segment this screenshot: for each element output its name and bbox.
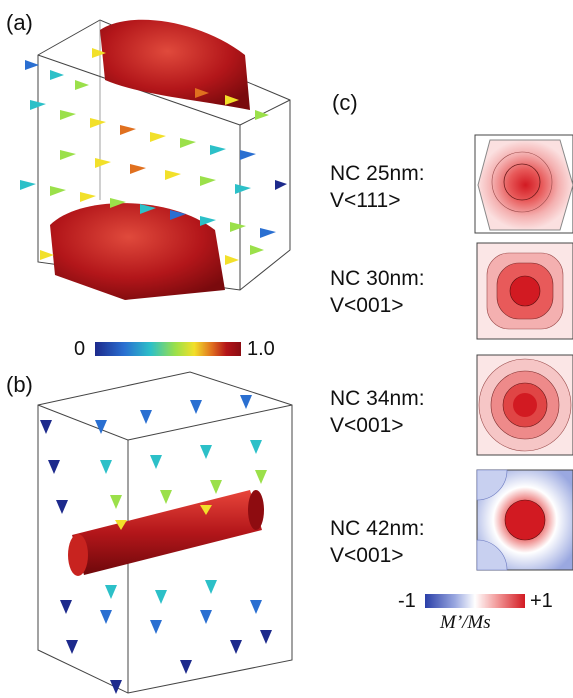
nc-label-3: NC 34nm: V<001> [330, 385, 425, 439]
nc-label-3-config: V<001> [330, 414, 404, 437]
vortex-core-cylinder [72, 490, 262, 575]
colorbar-bottom-max: +1 [530, 590, 553, 612]
nc-map-25nm [474, 134, 573, 234]
magnetization-arrows-a [20, 48, 287, 265]
colorbar-top-max: 1.0 [247, 338, 275, 360]
colorbar-bottom-min: -1 [398, 590, 416, 612]
nc-label-4-config: V<001> [330, 544, 404, 567]
nc-label-4: NC 42nm: V<001> [330, 515, 425, 569]
nc-label-2-config: V<001> [330, 294, 404, 317]
panel-a-cube [20, 19, 291, 300]
panel-c-maps [474, 134, 573, 571]
nc-label-2: NC 30nm: V<001> [330, 265, 425, 319]
nc-map-42nm [476, 469, 573, 571]
colorbar-quantity-label: M’/Ms [440, 612, 491, 633]
colorbar-mprime [425, 594, 525, 608]
nc-label-1: NC 25nm: V<111> [330, 160, 425, 214]
colorbar-top-min: 0 [74, 338, 86, 360]
nc-map-34nm [476, 354, 573, 456]
nc-label-1-config: V<111> [330, 189, 401, 212]
nc-label-1-size: NC 25nm: [330, 162, 425, 185]
panel-label-a: (a) [6, 10, 33, 35]
vortex-core-bottom [50, 203, 225, 300]
colorbar-magnitude [95, 342, 241, 356]
magnetization-arrows-b [40, 395, 272, 694]
panel-b-cube [37, 371, 293, 694]
nc-label-3-size: NC 34nm: [330, 387, 425, 410]
nc-map-30nm [476, 242, 573, 340]
nc-label-4-size: NC 42nm: [330, 517, 425, 540]
panel-label-c: (c) [332, 90, 358, 115]
panel-label-b: (b) [6, 372, 33, 397]
vortex-core-top [100, 19, 250, 110]
nc-label-2-size: NC 30nm: [330, 267, 425, 290]
